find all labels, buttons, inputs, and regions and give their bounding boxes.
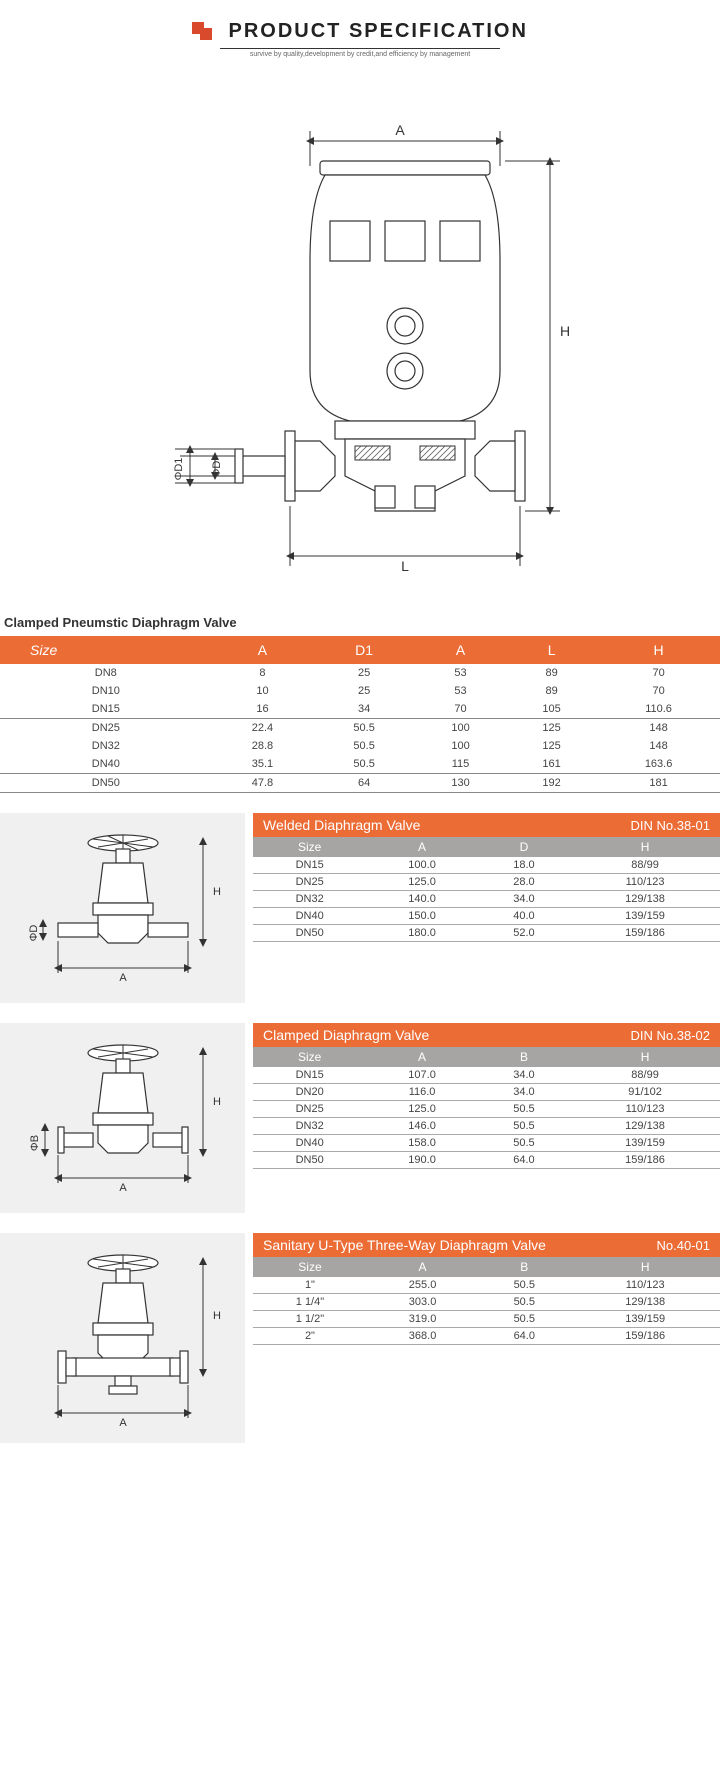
dim-phiD: ΦD bbox=[211, 461, 223, 478]
dim-L: L bbox=[401, 558, 409, 574]
table-row: DN4035.150.5115161163.6 bbox=[0, 755, 720, 774]
table-row: DN32146.050.5129/138 bbox=[253, 1118, 720, 1135]
table-row: 1"255.050.5110/123 bbox=[253, 1277, 720, 1294]
block-welded: A H ΦD Welded Diaphragm Valve DIN No.38-… bbox=[0, 813, 720, 1003]
th: D1 bbox=[313, 636, 415, 664]
dim-A-top: A bbox=[395, 122, 405, 138]
table-row: DN8825538970 bbox=[0, 664, 720, 682]
dim-phiD1: ΦD1 bbox=[173, 458, 185, 481]
table-row: DN25125.050.5110/123 bbox=[253, 1101, 720, 1118]
table-row: DN25125.028.0110/123 bbox=[253, 874, 720, 891]
block4-title: Sanitary U-Type Three-Way Diaphragm Valv… bbox=[263, 1237, 546, 1253]
table-row: DN50190.064.0159/186 bbox=[253, 1152, 720, 1169]
table-row: DN32140.034.0129/138 bbox=[253, 891, 720, 908]
table-row: DN50180.052.0159/186 bbox=[253, 925, 720, 942]
block3-titlebar: Clamped Diaphragm Valve DIN No.38-02 bbox=[253, 1023, 720, 1047]
block4-titlebar: Sanitary U-Type Three-Way Diaphragm Valv… bbox=[253, 1233, 720, 1257]
table-clamped: Size A B H DN15107.034.088/99DN20116.034… bbox=[253, 1047, 720, 1169]
block4-title-right: No.40-01 bbox=[657, 1238, 710, 1253]
th: L bbox=[506, 636, 597, 664]
table-row: DN20116.034.091/102 bbox=[253, 1084, 720, 1101]
svg-text:H: H bbox=[213, 1310, 221, 1322]
table-utype: Size A B H 1"255.050.5110/1231 1/4"303.0… bbox=[253, 1257, 720, 1345]
block2-title-right: DIN No.38-01 bbox=[631, 818, 710, 833]
dim-H: H bbox=[560, 323, 570, 339]
table-welded: Size A D H DN15100.018.088/99DN25125.028… bbox=[253, 837, 720, 942]
table1-header-row: Size A D1 A L H bbox=[0, 636, 720, 664]
svg-text:ΦB: ΦB bbox=[29, 1135, 41, 1151]
block-clamped: A H ΦB Clamped Diaphragm Valve DIN No.38… bbox=[0, 1023, 720, 1213]
block2-titlebar: Welded Diaphragm Valve DIN No.38-01 bbox=[253, 813, 720, 837]
table-row: DN40158.050.5139/159 bbox=[253, 1135, 720, 1152]
table1: Size A D1 A L H DN8825538970DN1010255389… bbox=[0, 636, 720, 793]
diagram-welded: A H ΦD bbox=[0, 813, 245, 1003]
block3-title: Clamped Diaphragm Valve bbox=[263, 1027, 429, 1043]
main-diagram: A H L bbox=[0, 71, 720, 611]
block3-title-right: DIN No.38-02 bbox=[631, 1028, 710, 1043]
block-utype: A H Sanitary U-Type Three-Way Diaphragm … bbox=[0, 1233, 720, 1443]
table-row: DN15107.034.088/99 bbox=[253, 1067, 720, 1084]
th: H bbox=[597, 636, 720, 664]
table-row: DN101025538970 bbox=[0, 682, 720, 700]
svg-text:A: A bbox=[119, 1182, 127, 1194]
svg-text:A: A bbox=[119, 1417, 127, 1429]
header-subtitle: survive by quality,development by credit… bbox=[220, 48, 500, 58]
table-row: DN40150.040.0139/159 bbox=[253, 908, 720, 925]
block2-title: Welded Diaphragm Valve bbox=[263, 817, 420, 833]
svg-text:H: H bbox=[213, 1096, 221, 1108]
svg-text:ΦD: ΦD bbox=[28, 925, 40, 942]
diagram-clamped: A H ΦB bbox=[0, 1023, 245, 1213]
table-row: DN15163470105110.6 bbox=[0, 700, 720, 719]
table-row: DN15100.018.088/99 bbox=[253, 857, 720, 874]
table-row: DN2522.450.5100125148 bbox=[0, 719, 720, 738]
table1-title: Clamped Pneumstic Diaphragm Valve bbox=[0, 611, 720, 636]
th: A bbox=[415, 636, 506, 664]
th: Size bbox=[0, 636, 212, 664]
logo-icon bbox=[192, 22, 216, 42]
header-title: PRODUCT SPECIFICATION bbox=[229, 20, 528, 43]
diagram-utype: A H bbox=[0, 1233, 245, 1443]
table-row: DN3228.850.5100125148 bbox=[0, 737, 720, 755]
table-row: DN5047.864130192181 bbox=[0, 774, 720, 793]
th: A bbox=[212, 636, 314, 664]
svg-text:A: A bbox=[119, 972, 127, 984]
table-row: 1 1/2"319.050.5139/159 bbox=[253, 1311, 720, 1328]
page-header: PRODUCT SPECIFICATION survive by quality… bbox=[0, 0, 720, 71]
table-row: 2"368.064.0159/186 bbox=[253, 1328, 720, 1345]
table-row: 1 1/4"303.050.5129/138 bbox=[253, 1294, 720, 1311]
svg-text:H: H bbox=[213, 886, 221, 898]
